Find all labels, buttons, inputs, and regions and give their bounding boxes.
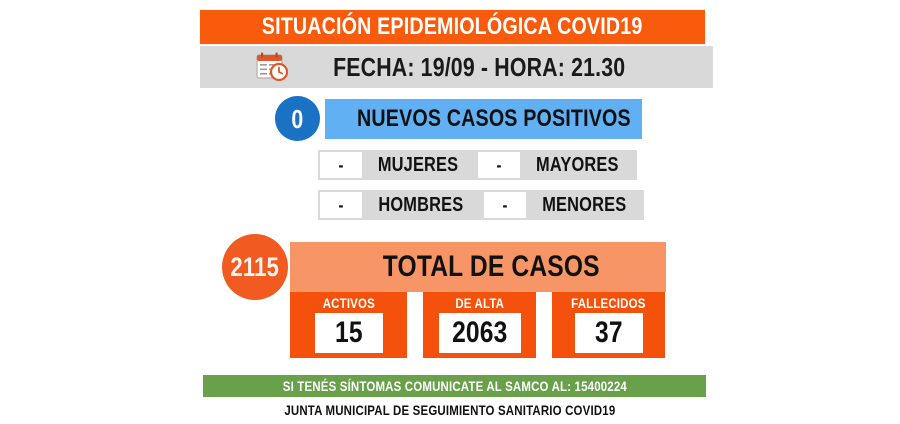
demographic-label: MUJERES: [377, 154, 459, 176]
demographic-item-menores: - MENORES: [481, 190, 645, 220]
demographic-label: MENORES: [541, 194, 626, 216]
stat-label: DE ALTA: [455, 294, 504, 311]
demographic-value-box: -: [320, 192, 362, 218]
footer-caption-row: JUNTA MUNICIPAL DE SEGUIMIENTO SANITARIO…: [0, 400, 900, 420]
new-cases-bar: NUEVOS CASOS POSITIVOS: [325, 99, 642, 139]
stat-value: 2063: [451, 316, 508, 349]
new-cases-label: NUEVOS CASOS POSITIVOS: [356, 105, 631, 132]
total-cases-bar: TOTAL DE CASOS: [290, 242, 666, 292]
calendar-clock-icon: [255, 51, 289, 83]
page-title: SITUACIÓN EPIDEMIOLÓGICA COVID19: [262, 13, 643, 40]
page-title-bar: SITUACIÓN EPIDEMIOLÓGICA COVID19: [200, 10, 705, 44]
demographic-label: HOMBRES: [378, 194, 464, 216]
stat-value: 15: [334, 316, 363, 349]
footer-caption: JUNTA MUNICIPAL DE SEGUIMIENTO SANITARIO…: [284, 402, 616, 418]
demographic-value-box: -: [320, 152, 362, 178]
demographic-label-box: MENORES: [526, 190, 645, 220]
date-time-bar: FECHA: 19/09 - HORA: 21.30: [200, 46, 713, 88]
stat-value: 37: [594, 316, 623, 349]
total-cases-count: 2115: [230, 251, 280, 282]
contact-banner: SI TENÉS SÍNTOMAS COMUNICATE AL SAMCO AL…: [203, 375, 706, 397]
demographic-label-box: MAYORES: [520, 150, 637, 180]
demographics-row-1: - MUJERES - MAYORES: [318, 150, 637, 180]
stat-label: FALLECIDOS: [571, 294, 646, 311]
total-cases-label: TOTAL DE CASOS: [382, 250, 600, 283]
demographic-value: -: [338, 195, 344, 215]
demographic-value: -: [502, 195, 508, 215]
stat-value-box: 15: [314, 313, 383, 353]
demographic-value: -: [496, 155, 502, 175]
demographics-row-2: - HOMBRES - MENORES: [318, 190, 645, 220]
demographics-grid: - MUJERES - MAYORES -: [318, 150, 645, 224]
demographic-value-box: -: [478, 152, 521, 178]
demographic-value-box: -: [483, 192, 526, 218]
stat-box-fallecidos: FALLECIDOS 37: [552, 292, 665, 358]
contact-banner-text: SI TENÉS SÍNTOMAS COMUNICATE AL SAMCO AL…: [282, 378, 627, 394]
demographic-value: -: [338, 155, 344, 175]
stat-box-de-alta: DE ALTA 2063: [423, 292, 536, 358]
stat-box-activos: ACTIVOS 15: [290, 292, 407, 358]
new-cases-count: 0: [291, 103, 304, 134]
new-cases-section: NUEVOS CASOS POSITIVOS 0: [275, 96, 645, 142]
total-cases-section: TOTAL DE CASOS 2115: [222, 234, 666, 300]
demographic-item-mayores: - MAYORES: [476, 150, 637, 180]
stat-label: ACTIVOS: [322, 294, 375, 311]
total-cases-count-badge: 2115: [222, 234, 288, 300]
case-status-boxes: ACTIVOS 15 DE ALTA 2063 FALLECIDOS 37: [290, 292, 665, 358]
demographic-label-box: HOMBRES: [362, 190, 482, 220]
date-time-text: FECHA: 19/09 - HORA: 21.30: [333, 52, 626, 82]
demographic-item-hombres: - HOMBRES: [318, 190, 482, 220]
demographic-label: MAYORES: [536, 154, 619, 176]
demographic-label-box: MUJERES: [362, 150, 476, 180]
stat-value-box: 2063: [438, 313, 521, 353]
stat-value-box: 37: [574, 313, 643, 353]
new-cases-count-badge: 0: [275, 96, 320, 141]
demographic-item-mujeres: - MUJERES: [318, 150, 477, 180]
